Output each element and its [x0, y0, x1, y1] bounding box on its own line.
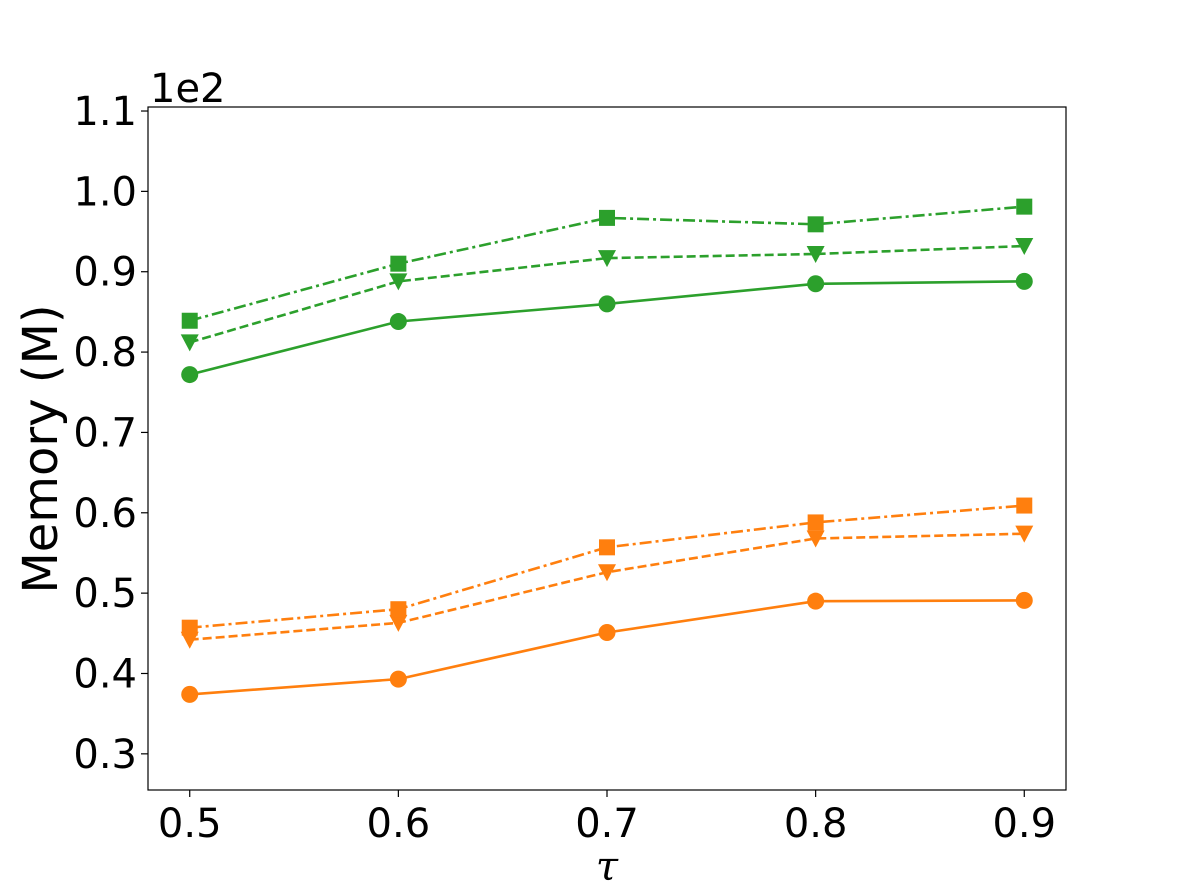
series-line [189, 244, 1025, 344]
data-point-triangle [806, 246, 825, 264]
x-tick-label: 0.7 [575, 801, 639, 847]
data-point-circle [1015, 591, 1033, 609]
data-point-triangle [389, 614, 408, 632]
y-tick-label: 0.8 [73, 330, 137, 376]
y-tick-label: 0.4 [73, 651, 137, 697]
series-green-dashed-triangle [180, 238, 1034, 352]
data-point-circle [389, 670, 407, 688]
data-point-square [181, 312, 198, 329]
data-point-square [181, 619, 198, 636]
data-point-triangle [806, 530, 825, 548]
y-offset-text: 1e2 [150, 66, 226, 112]
series-orange-dashed-triangle [180, 525, 1034, 649]
data-point-triangle [1015, 525, 1034, 543]
data-point-square [599, 539, 615, 556]
series-orange-solid-circle [181, 591, 1033, 703]
y-tick-label: 0.3 [73, 732, 137, 778]
data-point-square [1016, 497, 1033, 514]
data-point-triangle [389, 273, 408, 291]
y-tick-label: 0.9 [73, 250, 137, 296]
series-line [189, 205, 1025, 322]
data-point-square [390, 255, 407, 272]
data-point-circle [598, 295, 616, 313]
data-point-square [599, 209, 615, 226]
data-point-circle [807, 275, 825, 293]
x-tick-label: 0.6 [367, 801, 431, 847]
y-tick-label: 0.5 [73, 571, 137, 617]
y-tick-label: 1.0 [73, 169, 137, 215]
data-point-circle [598, 624, 616, 642]
data-point-triangle [180, 631, 199, 649]
data-point-triangle [180, 334, 199, 352]
data-point-triangle [598, 564, 616, 582]
y-tick-label: 0.7 [73, 410, 137, 456]
data-point-circle [181, 366, 199, 384]
y-axis-ticks: 0.3 0.4 0.5 0.6 0.7 0.8 0.9 1.0 1.1 [73, 89, 148, 778]
y-tick-label: 1.1 [73, 89, 137, 135]
x-tick-label: 0.5 [158, 801, 222, 847]
series-layer [180, 198, 1034, 703]
data-point-square [807, 216, 824, 233]
data-point-square [807, 514, 824, 531]
x-tick-label: 0.9 [992, 801, 1056, 847]
series-green-dashdot-square [181, 198, 1033, 329]
x-axis-label: τ [596, 844, 619, 888]
x-tick-label: 0.8 [784, 801, 848, 847]
data-point-circle [1015, 272, 1033, 290]
series-green-solid-circle [181, 272, 1033, 384]
y-tick-label: 0.6 [73, 491, 137, 537]
x-axis-ticks: 0.5 0.6 0.7 0.8 0.9 [158, 790, 1056, 847]
data-point-circle [807, 592, 825, 610]
data-point-square [390, 601, 407, 618]
series-orange-dashdot-square [181, 497, 1033, 636]
data-point-circle [389, 313, 407, 331]
series-line [189, 504, 1025, 629]
data-point-circle [181, 685, 199, 703]
data-point-triangle [598, 250, 616, 268]
data-point-triangle [1015, 238, 1034, 256]
y-axis-label: Memory (M) [13, 304, 69, 593]
data-point-square [1016, 198, 1033, 215]
